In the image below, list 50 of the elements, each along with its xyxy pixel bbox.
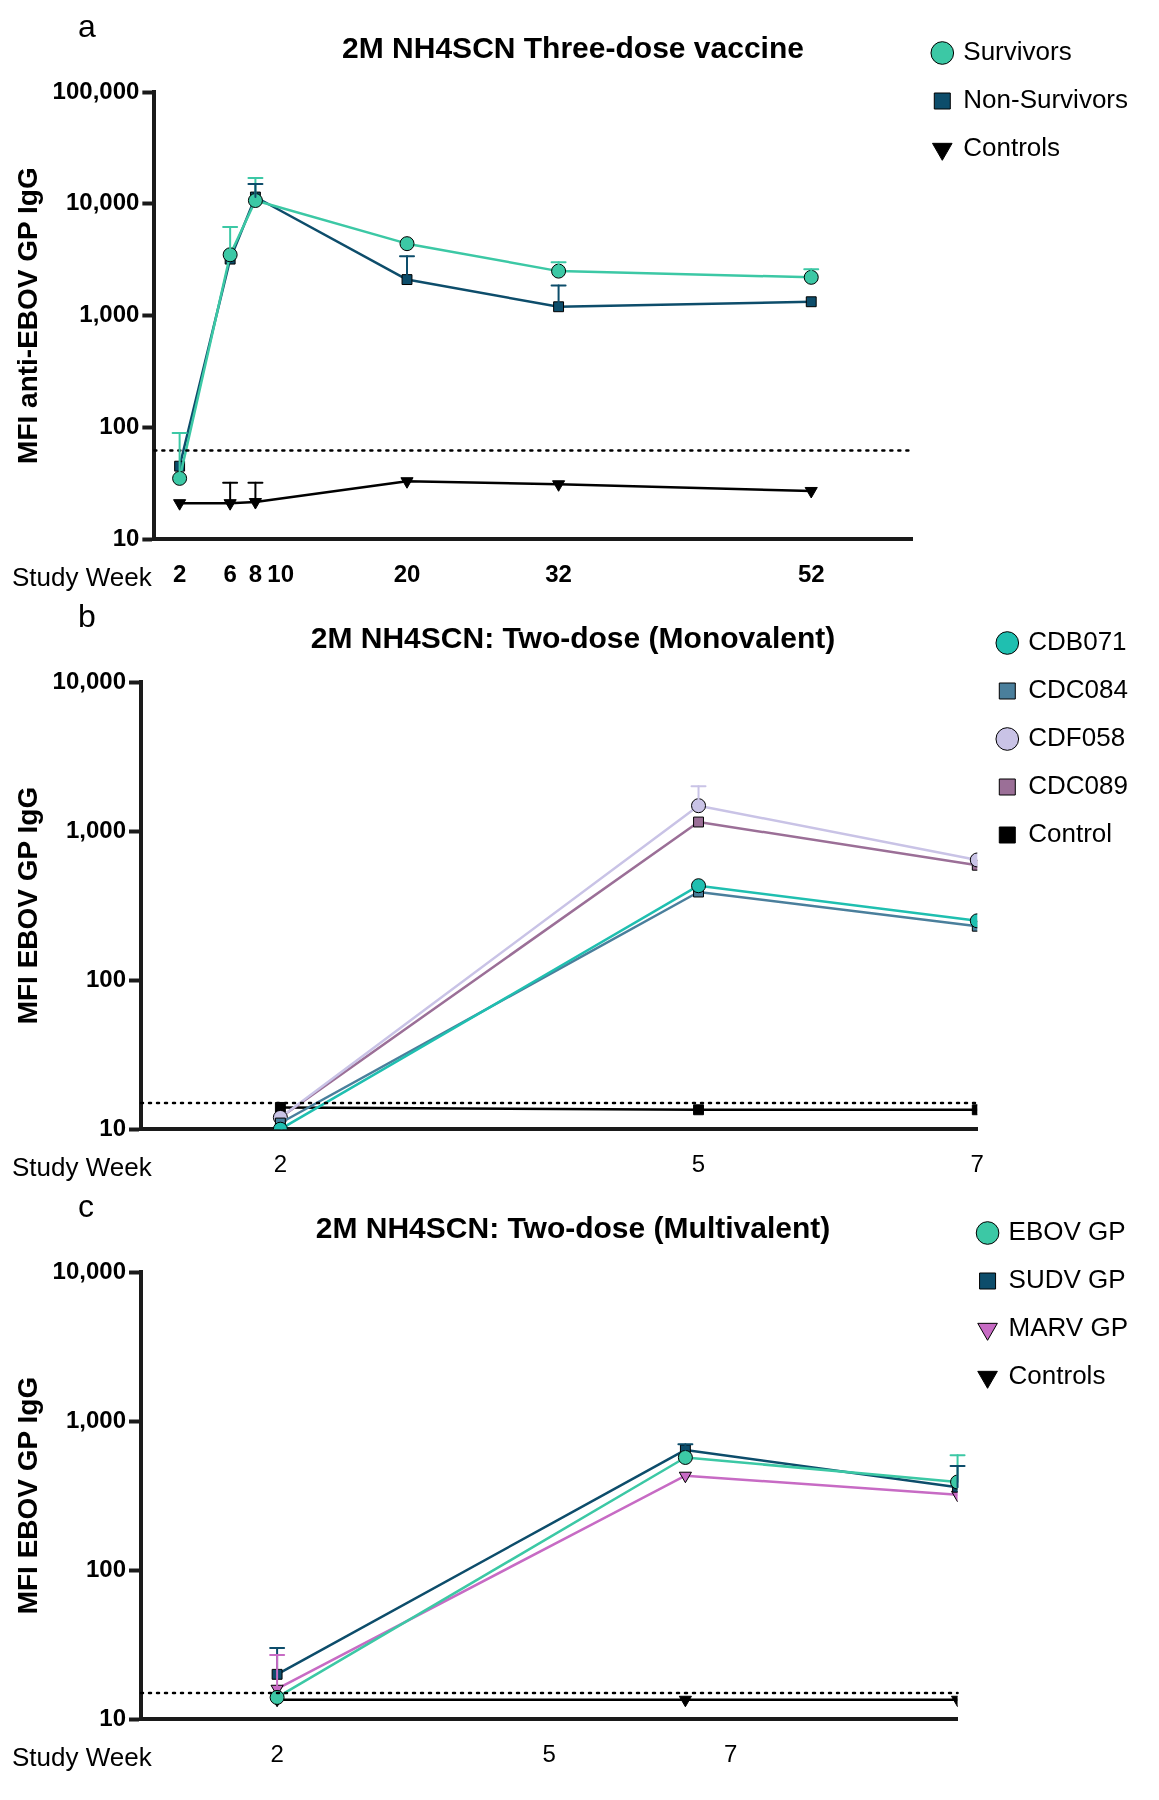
legend-label: Non-Survivors xyxy=(963,84,1129,115)
text: b xyxy=(78,597,96,634)
x-tick-label: 2 xyxy=(273,1150,288,1178)
legend-label: SUDV GP xyxy=(1008,1264,1126,1295)
y-tick-label: 1,000 xyxy=(65,815,127,843)
y-tick-label: 10 xyxy=(99,1113,127,1141)
y-tick-label: 100 xyxy=(85,964,127,992)
y-tick-label: 100 xyxy=(85,1554,127,1582)
y-axis-title: MFI anti-EBOV GP IgG xyxy=(11,167,43,464)
chart-title: 2M NH4SCN: Two-dose (Multivalent) xyxy=(315,1211,831,1245)
x-axis-title: Study Week xyxy=(12,1742,153,1773)
text: a xyxy=(78,7,96,44)
x-tick-label: 7 xyxy=(724,1740,738,1768)
y-axis-title: MFI EBOV GP IgG xyxy=(11,786,43,1025)
y-tick-label: 1,000 xyxy=(79,300,140,328)
chart-title: 2M NH4SCN Three-dose vaccine xyxy=(342,31,804,65)
y-tick-label: 10,000 xyxy=(52,666,127,694)
legend-label: Controls xyxy=(1008,1360,1106,1391)
y-axis-title: MFI EBOV GP IgG xyxy=(11,1376,43,1615)
y-tick-label: 10,000 xyxy=(52,1256,127,1284)
x-tick-label: 32 xyxy=(545,560,572,588)
text: c xyxy=(78,1187,94,1224)
y-tick-label: 100,000 xyxy=(52,76,140,104)
legend-label: Control xyxy=(1028,818,1113,849)
legend-label: MARV GP xyxy=(1008,1312,1128,1343)
x-tick-label: 6 xyxy=(223,560,237,588)
x-tick-label: 52 xyxy=(797,560,825,588)
y-tick-label: 10 xyxy=(99,1703,127,1731)
x-axis-title: Study Week xyxy=(12,1152,153,1183)
y-tick-label: 10 xyxy=(112,523,140,551)
legend-label: CDC089 xyxy=(1028,770,1129,801)
x-tick-label: 5 xyxy=(542,1740,556,1768)
legend-label: Controls xyxy=(963,132,1061,163)
y-tick-label: 1,000 xyxy=(65,1405,127,1433)
y-tick-label: 10,000 xyxy=(65,188,140,216)
x-tick-label: 2 xyxy=(270,1740,284,1768)
y-tick-label: 100 xyxy=(99,412,140,440)
legend-label: Survivors xyxy=(963,36,1072,67)
legend-label: CDF058 xyxy=(1028,722,1126,753)
chart-title: 2M NH4SCN: Two-dose (Monovalent) xyxy=(310,621,836,655)
x-tick-label: 10 xyxy=(267,560,295,588)
x-tick-label: 2 xyxy=(172,560,187,588)
legend-label: CDC084 xyxy=(1028,674,1129,705)
x-axis-title: Study Week xyxy=(12,562,153,593)
x-tick-label: 7 xyxy=(970,1150,984,1178)
x-tick-label: 8 xyxy=(248,560,263,588)
legend-label: EBOV GP xyxy=(1008,1216,1126,1247)
x-tick-label: 20 xyxy=(393,560,421,588)
legend-label: CDB071 xyxy=(1028,626,1127,657)
x-tick-label: 5 xyxy=(691,1150,706,1178)
